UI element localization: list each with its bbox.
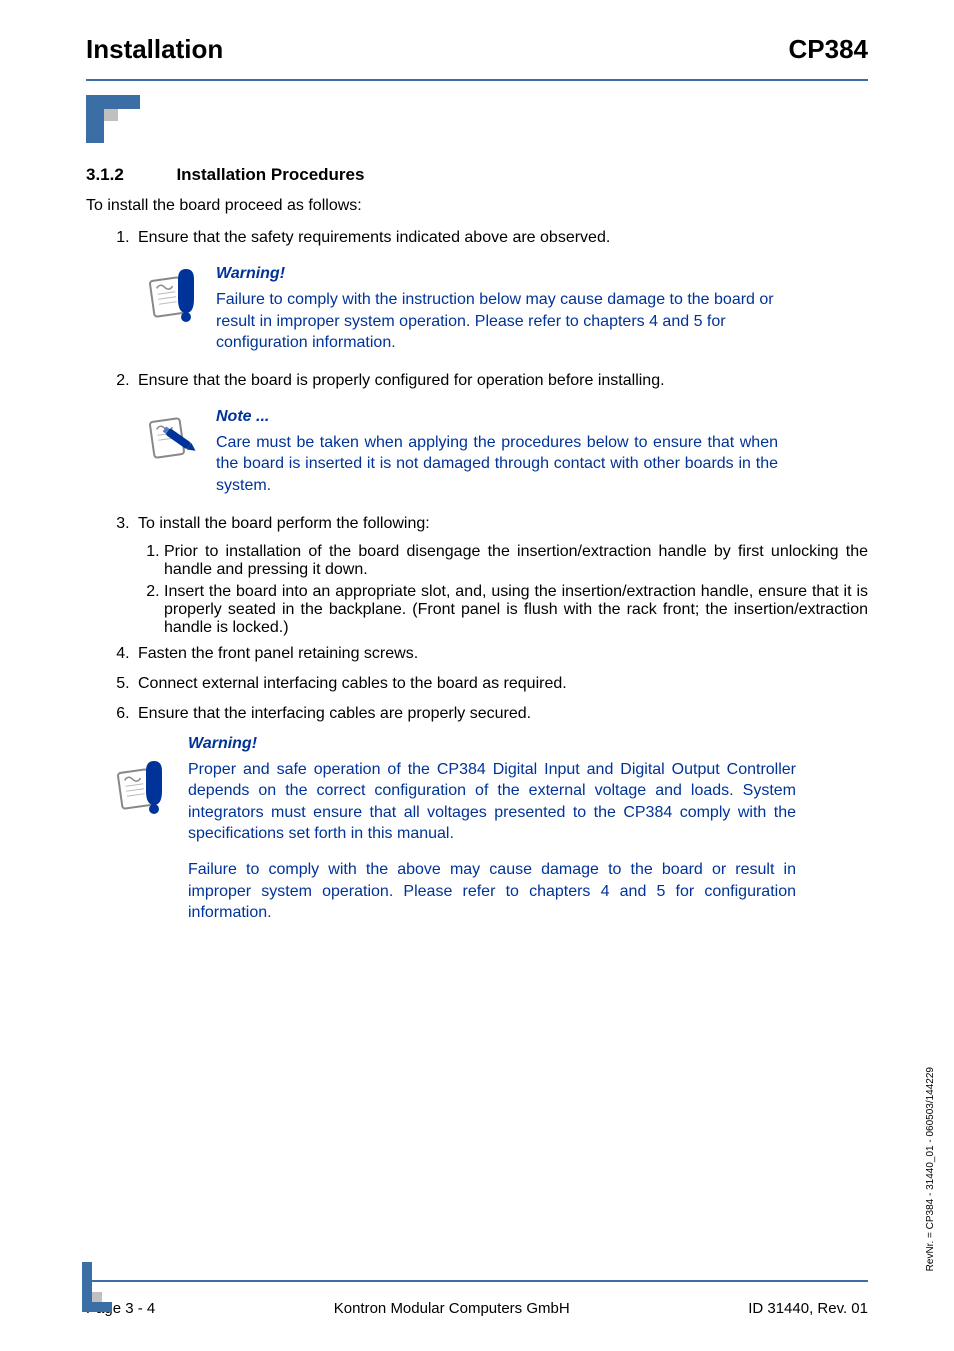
footer-docid: ID 31440, Rev. 01	[748, 1300, 868, 1317]
warning-title: Warning!	[216, 265, 778, 283]
note-callout: Note ... Care must be taken when applyin…	[146, 408, 868, 497]
page-header: Installation CP384	[86, 34, 868, 65]
step-3-substeps: Prior to installation of the board disen…	[138, 543, 868, 637]
note-text: Care must be taken when applying the pro…	[216, 432, 778, 497]
note-icon	[146, 408, 204, 497]
step-3-1: Prior to installation of the board disen…	[164, 543, 868, 579]
header-rule	[86, 79, 868, 81]
footer-rule	[86, 1280, 868, 1282]
install-steps: Ensure that the safety requirements indi…	[86, 229, 868, 247]
step-6: Ensure that the interfacing cables are p…	[134, 705, 868, 723]
warning-callout-2: Warning! Proper and safe operation of th…	[114, 735, 868, 938]
section-header: 3.1.2 Installation Procedures	[86, 165, 868, 185]
step-2: Ensure that the board is properly config…	[134, 372, 868, 390]
header-title-left: Installation	[86, 34, 223, 65]
warning-icon-2	[114, 735, 172, 938]
page-footer: Page 3 - 4 Kontron Modular Computers Gmb…	[86, 1280, 868, 1317]
step-1: Ensure that the safety requirements indi…	[134, 229, 868, 247]
step-3-2: Insert the board into an appropriate slo…	[164, 583, 868, 637]
warning-callout-1: Warning! Failure to comply with the inst…	[146, 265, 868, 354]
warning2-p2: Failure to comply with the above may cau…	[188, 859, 796, 924]
footer-company: Kontron Modular Computers GmbH	[334, 1300, 570, 1317]
step-4: Fasten the front panel retaining screws.	[134, 645, 868, 663]
section-title: Installation Procedures	[176, 165, 364, 184]
warning-icon	[146, 265, 204, 354]
install-steps-cont: Ensure that the board is properly config…	[86, 372, 868, 390]
install-steps-cont3: Fasten the front panel retaining screws.…	[86, 645, 868, 723]
revision-sidebar: RevNr. = CP384 - 31440_01 - 060503/14422…	[925, 1067, 936, 1271]
warning2-p1: Proper and safe operation of the CP384 D…	[188, 759, 796, 845]
intro-text: To install the board proceed as follows:	[86, 197, 868, 215]
step-3-text: To install the board perform the followi…	[138, 515, 430, 532]
step-5: Connect external interfacing cables to t…	[134, 675, 868, 693]
warning-text: Failure to comply with the instruction b…	[216, 289, 778, 354]
install-steps-cont2: To install the board perform the followi…	[86, 515, 868, 637]
warning2-title: Warning!	[188, 735, 796, 753]
step-3: To install the board perform the followi…	[134, 515, 868, 637]
footer-logo	[82, 1262, 112, 1321]
note-title: Note ...	[216, 408, 778, 426]
header-title-right: CP384	[789, 34, 869, 65]
brand-logo	[86, 95, 868, 143]
section-number: 3.1.2	[86, 165, 172, 185]
